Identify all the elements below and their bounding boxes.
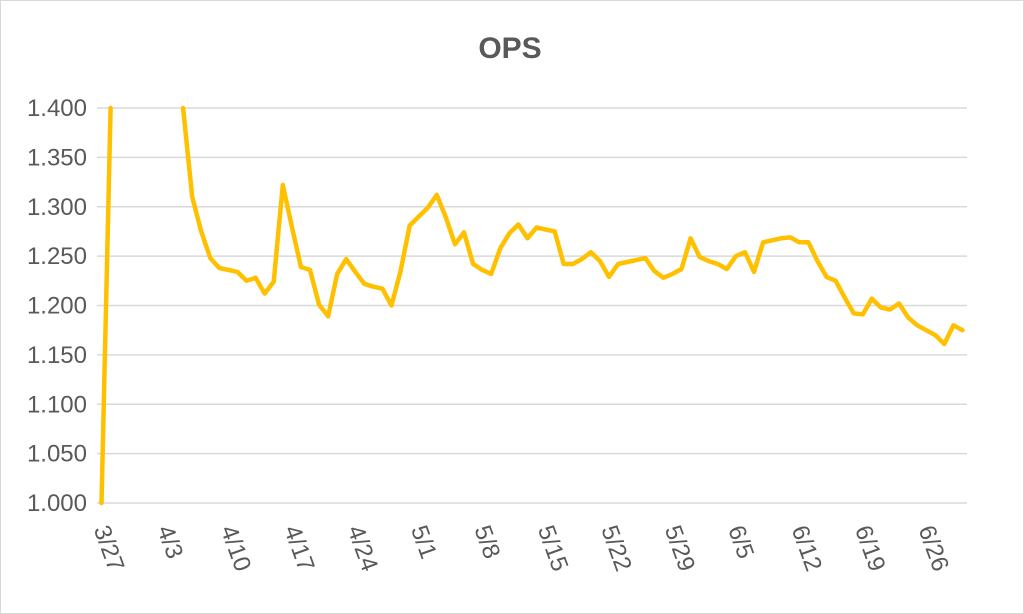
x-axis-ticks: 3/27 4/3 4/10 4/17 4/24 5/1 5/8 5/15 5/22 5/29 6/5… — [88, 522, 954, 575]
x-tick-label: 5/8 — [469, 522, 506, 563]
x-tick-label: 5/1 — [405, 522, 442, 563]
y-tick-label: 1.100 — [27, 391, 87, 418]
y-tick-label: 1.300 — [27, 194, 87, 221]
y-axis-ticks: 1.000 1.050 1.100 1.150 1.200 1.250 1.300 1.350… — [27, 95, 87, 517]
x-tick-label: 6/5 — [722, 522, 759, 563]
x-tick-label: 4/24 — [342, 522, 383, 575]
x-tick-label: 6/19 — [849, 522, 890, 575]
x-tick-label: 6/26 — [913, 522, 954, 575]
x-tick-label: 5/15 — [532, 522, 573, 575]
chart-title: OPS — [478, 32, 541, 65]
y-tick-label: 1.050 — [27, 441, 87, 468]
x-tick-label: 4/17 — [278, 522, 319, 575]
y-tick-label: 1.200 — [27, 293, 87, 320]
x-tick-label: 5/22 — [595, 522, 636, 575]
x-tick-label: 6/12 — [786, 522, 827, 575]
y-tick-label: 1.250 — [27, 243, 87, 270]
series-layer — [99, 105, 965, 506]
y-tick-label: 1.350 — [27, 144, 87, 171]
x-tick-label: 3/27 — [88, 522, 129, 575]
x-tick-label: 5/29 — [659, 522, 700, 575]
y-tick-label: 1.000 — [27, 490, 87, 517]
x-tick-label: 4/3 — [151, 522, 188, 563]
y-tick-label: 1.400 — [27, 95, 87, 122]
x-tick-label: 4/10 — [215, 522, 256, 575]
gridlines — [97, 107, 967, 504]
y-tick-label: 1.150 — [27, 342, 87, 369]
series-line-ops — [99, 105, 965, 506]
